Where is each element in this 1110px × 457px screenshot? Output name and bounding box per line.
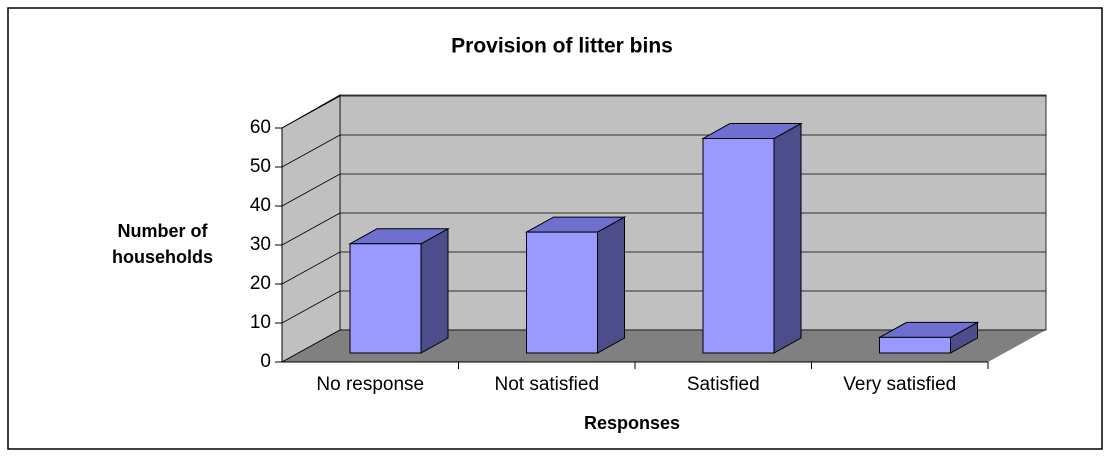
bar — [877, 321, 980, 354]
grid-line — [281, 95, 341, 129]
y-tick-label: 60 — [250, 117, 271, 138]
y-tick-label: 40 — [250, 195, 271, 216]
y-tick-label: 30 — [250, 234, 271, 255]
floor — [282, 330, 1046, 362]
x-tick-label: No response — [316, 374, 424, 395]
side-wall — [281, 94, 341, 363]
bar-front — [349, 243, 422, 354]
x-tick-label: Very satisfied — [843, 374, 956, 395]
bar-side — [420, 227, 449, 354]
y-tick-label: 20 — [250, 273, 271, 294]
chart-title: Provision of litter bins — [451, 35, 673, 58]
grid-line — [281, 251, 341, 285]
x-axis-title: Responses — [584, 413, 680, 433]
bar — [348, 227, 450, 354]
grid-line — [281, 290, 341, 324]
grid-line — [281, 173, 341, 207]
y-axis-title: Number of households — [111, 221, 213, 267]
y-tick-label: 0 — [260, 351, 271, 372]
y-tick-label: 10 — [250, 312, 271, 333]
bar-front — [526, 231, 598, 354]
bar — [524, 216, 627, 354]
x-tick-label: Not satisfied — [494, 374, 599, 395]
bar — [701, 122, 803, 354]
grid-line — [281, 329, 341, 363]
grid-line — [281, 212, 341, 246]
grid-line — [281, 134, 341, 168]
x-tick-label: Satisfied — [687, 374, 760, 395]
bar-front — [879, 336, 951, 354]
bar-side — [597, 216, 625, 354]
bar-side — [773, 122, 802, 354]
y-tick-label: 50 — [250, 156, 271, 177]
bar-front — [702, 138, 775, 354]
